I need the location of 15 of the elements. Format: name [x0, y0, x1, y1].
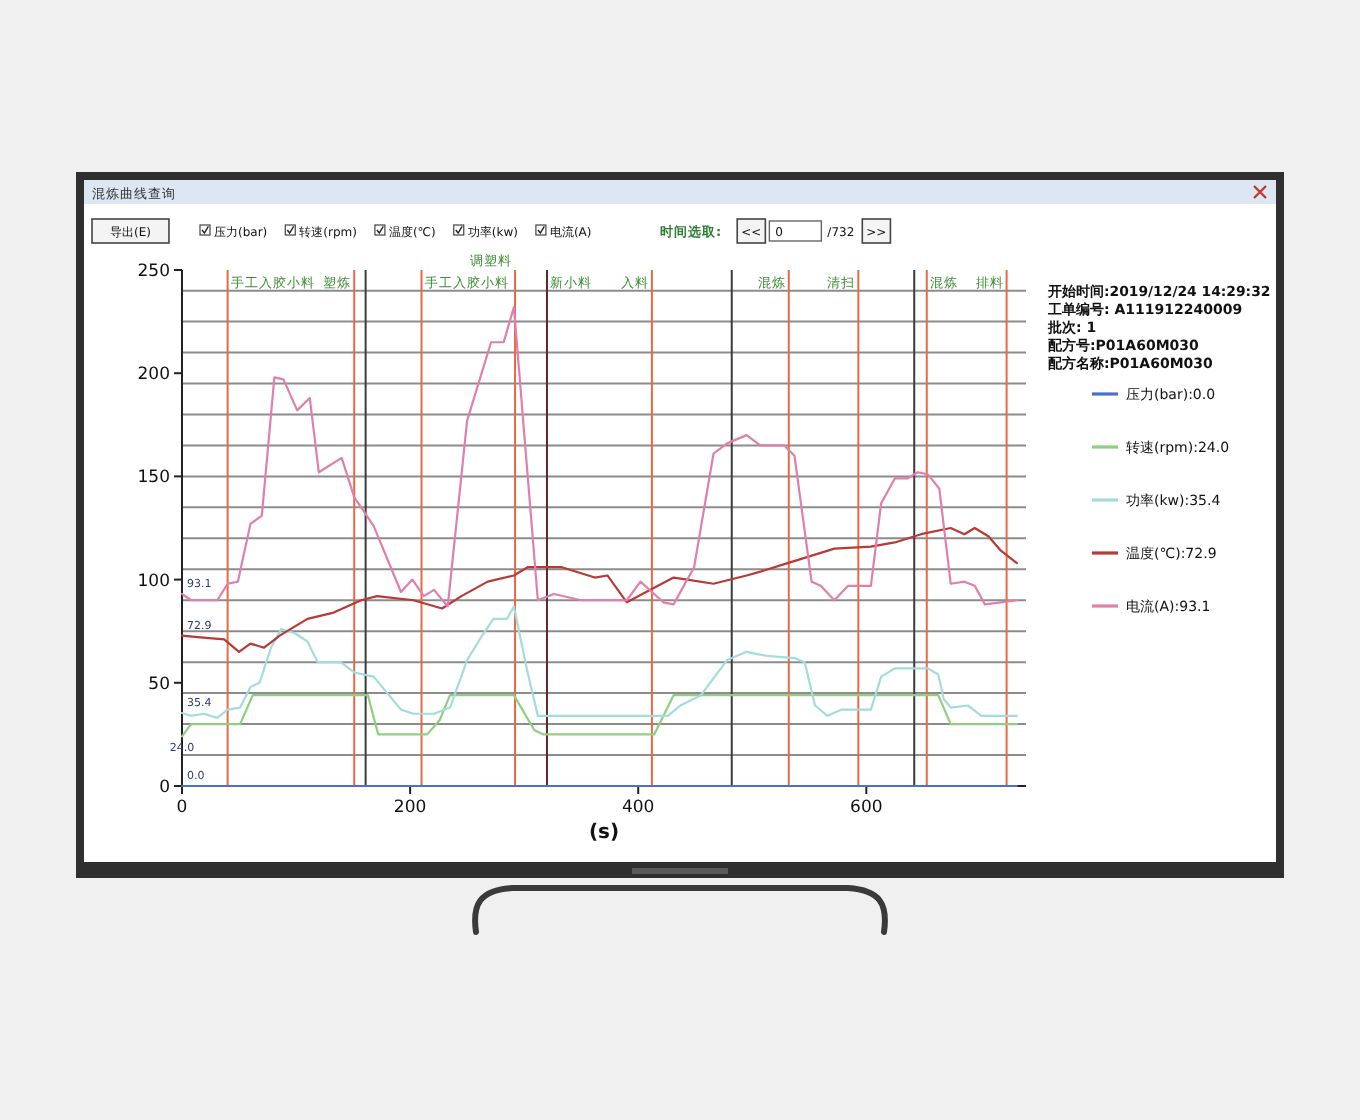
y-tick-label: 200	[137, 365, 170, 386]
x-tick-label: 600	[850, 798, 883, 818]
x-tick-label: 400	[621, 798, 655, 818]
y-tick-label: 100	[137, 571, 170, 592]
x-tick-label: 200	[393, 798, 427, 818]
line-series	[180, 306, 1018, 608]
y-tick-label: 250	[137, 262, 170, 282]
x-axis-title: (s)	[588, 822, 620, 844]
line-series	[180, 694, 1018, 738]
line-series	[180, 526, 1018, 653]
y-tick-label: 0	[159, 778, 170, 798]
y-tick-label: 50	[148, 674, 170, 695]
line-series	[180, 605, 1018, 719]
x-tick-label: 0	[176, 798, 188, 818]
y-tick-label: 150	[137, 468, 170, 489]
